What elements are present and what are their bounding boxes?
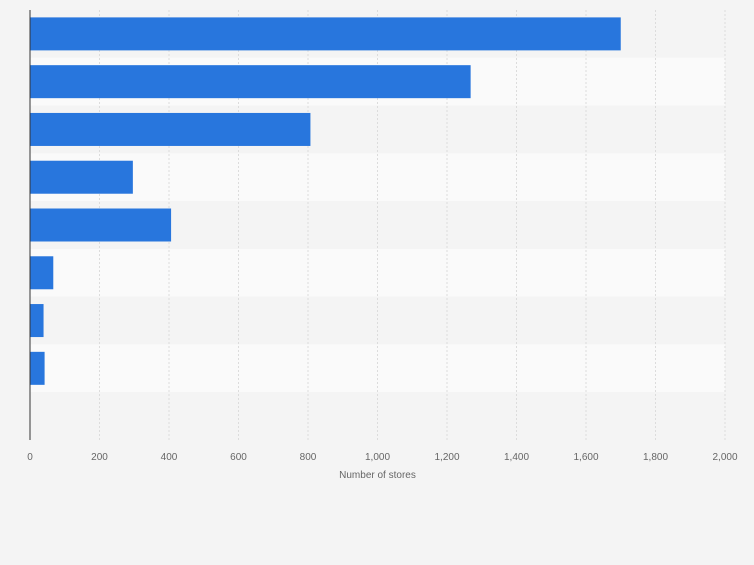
row-band [30, 344, 725, 393]
x-tick-label: 800 [300, 452, 317, 463]
bar [30, 65, 471, 99]
x-tick-label: 1,000 [365, 452, 390, 463]
x-tick-label: 200 [91, 452, 108, 463]
x-tick-label: 1,600 [573, 452, 598, 463]
row-band [30, 248, 725, 297]
x-axis-label: Number of stores [339, 470, 416, 481]
bar [30, 160, 133, 194]
bar [30, 112, 311, 146]
bar [30, 17, 621, 51]
row-band [30, 153, 725, 202]
bar [30, 256, 54, 290]
x-tick-label: 1,200 [434, 452, 459, 463]
x-tick-label: 1,800 [643, 452, 668, 463]
bar [30, 304, 44, 338]
bar [30, 351, 45, 385]
row-band [30, 392, 725, 440]
x-tick-label: 1,400 [504, 452, 529, 463]
x-tick-labels: 0 200 400 600 800 1,000 1,200 1,400 1,600 1,800 2,… [27, 452, 738, 463]
x-tick-label: 0 [27, 452, 33, 463]
x-tick-label: 600 [230, 452, 247, 463]
bar [30, 208, 172, 242]
row-band [30, 296, 725, 345]
bars [30, 17, 621, 385]
x-tick-label: 2,000 [712, 452, 737, 463]
x-tick-label: 400 [161, 452, 178, 463]
